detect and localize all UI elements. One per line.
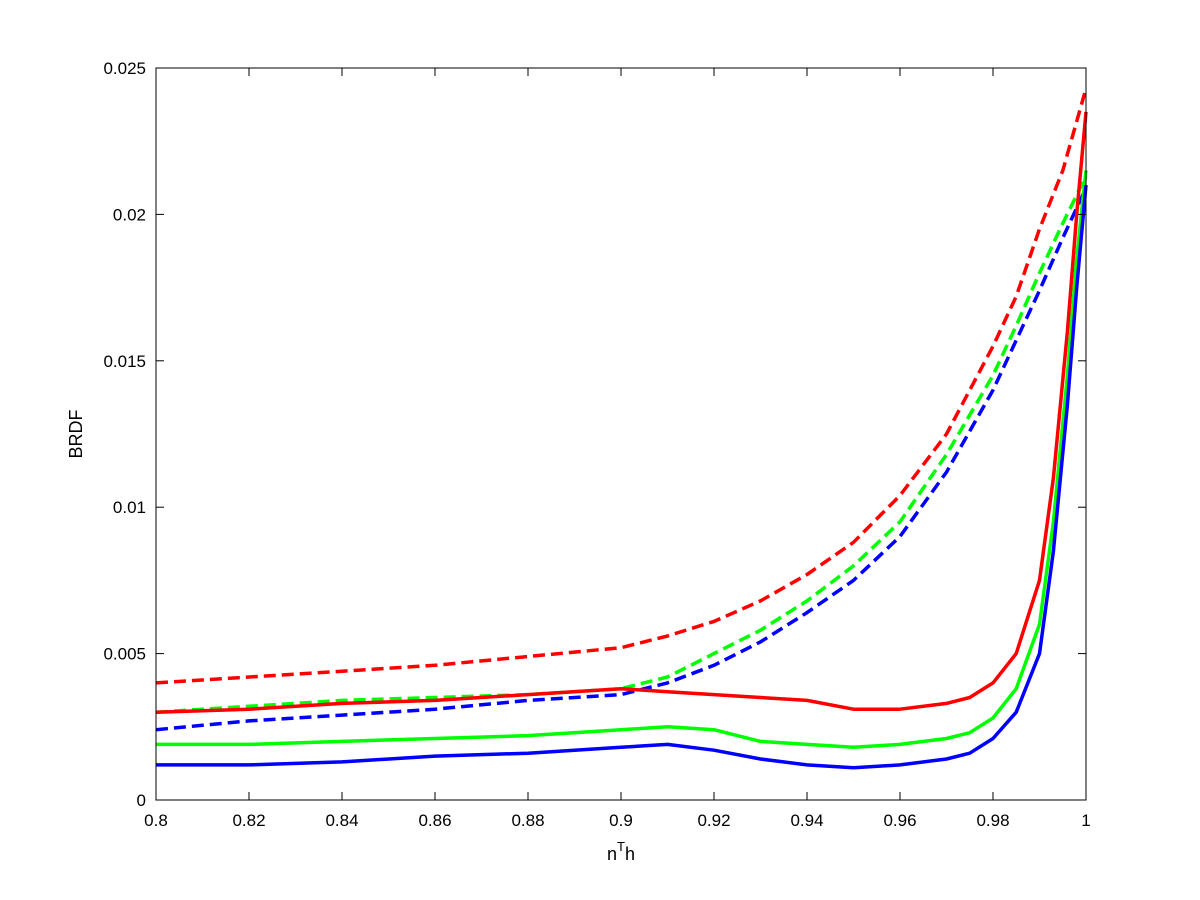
x-tick-label: 0.82 (232, 811, 265, 830)
y-tick-label: 0.02 (113, 205, 146, 224)
x-tick-label: 0.86 (418, 811, 451, 830)
x-tick-label: 0.94 (790, 811, 823, 830)
x-tick-label: 0.98 (976, 811, 1009, 830)
x-axis-label-superscript: T (617, 839, 625, 854)
x-tick-label: 0.96 (883, 811, 916, 830)
x-axis-label: nTh (607, 839, 635, 864)
series-line-2 (155, 175, 1088, 714)
series-layer (155, 88, 1088, 770)
y-tick-label: 0.025 (103, 59, 146, 78)
y-tick-label: 0.005 (103, 645, 146, 664)
x-axis-ticks: 0.8 0.82 0.84 0.86 0.88 0.9 0.92 0.94 0.96 0.98 1 (144, 68, 1091, 830)
x-tick-label: 0.88 (511, 811, 544, 830)
y-tick-label: 0 (137, 791, 146, 810)
y-tick-label: 0.01 (113, 498, 146, 517)
y-axis-label: BRDF (66, 409, 86, 458)
series-line-3 (155, 187, 1088, 732)
series-line-4 (155, 111, 1088, 714)
x-tick-label: 0.8 (144, 811, 168, 830)
x-tick-label: 1 (1081, 811, 1090, 830)
x-axis-label-tail: h (625, 844, 635, 864)
x-tick-label: 0.84 (325, 811, 358, 830)
plot-area (156, 68, 1086, 800)
series-line-6 (156, 184, 1088, 770)
series-line-5 (156, 170, 1088, 750)
y-tick-label: 0.015 (103, 352, 146, 371)
y-axis-ticks: 0 0.005 0.01 0.015 0.02 0.025 (103, 59, 1086, 810)
x-tick-label: 0.9 (609, 811, 633, 830)
x-axis-label-base: n (607, 844, 617, 864)
x-tick-label: 0.92 (697, 811, 730, 830)
series-line-1 (155, 88, 1088, 685)
